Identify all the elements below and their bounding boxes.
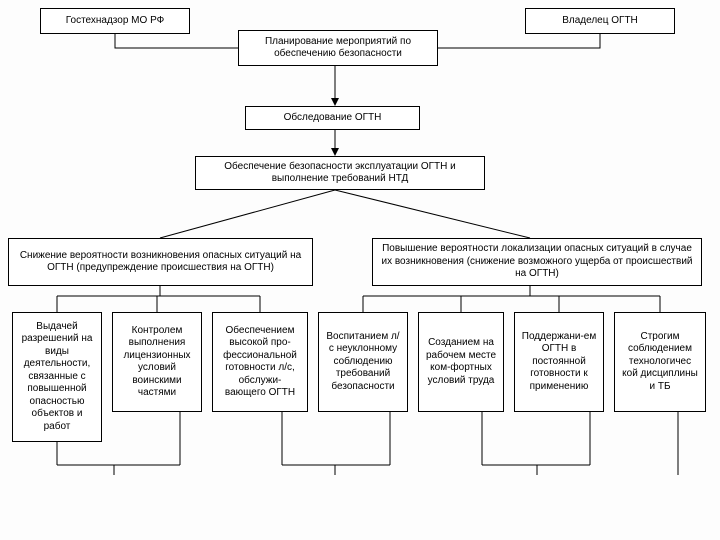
- node-survey: Обследование ОГТН: [245, 106, 420, 130]
- node-safety: Обеспечение безопасности эксплуатации ОГ…: [195, 156, 485, 190]
- node-gostech: Гостехнадзор МО РФ: [40, 8, 190, 34]
- leaf-3: Воспитанием л/с неуклонному соблюдению т…: [318, 312, 408, 412]
- leaf-2: Обеспечением высокой про-фессиональной г…: [212, 312, 308, 412]
- leaf-4: Созданием на рабочем месте ком-фортных у…: [418, 312, 504, 412]
- leaf-1: Контролем выполнения лицензионных услови…: [112, 312, 202, 412]
- node-branch-left: Снижение вероятности возникновения опасн…: [8, 238, 313, 286]
- node-planning: Планирование мероприятий по обеспечению …: [238, 30, 438, 66]
- leaf-6: Строгим соблюдением технологичес кой дис…: [614, 312, 706, 412]
- leaf-0: Выдачей разрешений на виды деятельности,…: [12, 312, 102, 442]
- node-branch-right: Повышение вероятности локализации опасны…: [372, 238, 702, 286]
- node-owner: Владелец ОГТН: [525, 8, 675, 34]
- leaf-5: Поддержани-ем ОГТН в постоянной готовнос…: [514, 312, 604, 412]
